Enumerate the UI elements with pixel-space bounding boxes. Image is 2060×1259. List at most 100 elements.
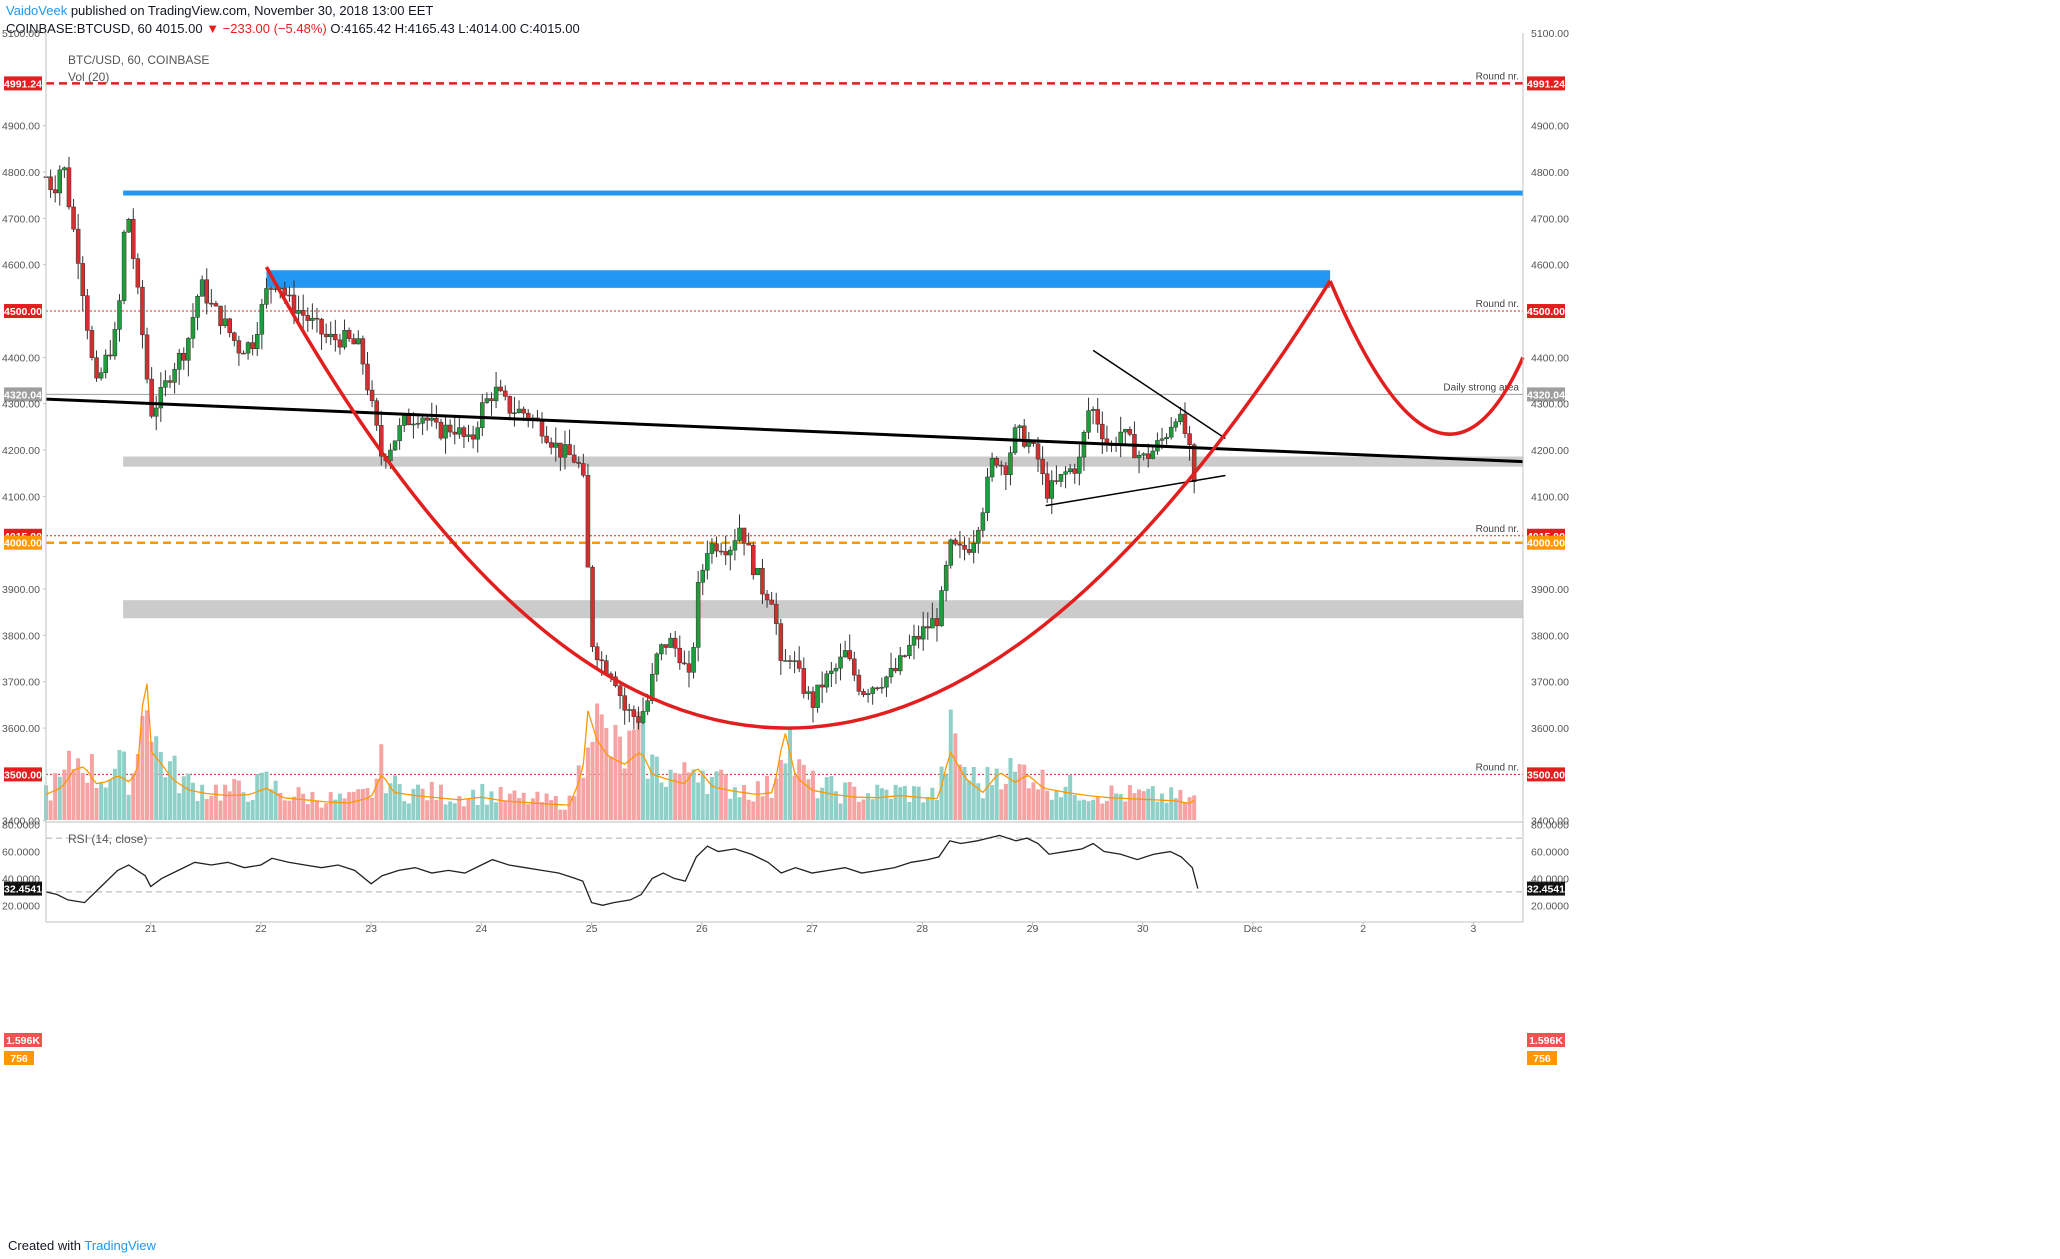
author-link[interactable]: VaidoVeek [6, 3, 68, 18]
candle-body [190, 317, 196, 339]
tradingview-logo-link[interactable]: TradingView [84, 1238, 156, 1253]
volume-avg-badge-left [4, 1051, 34, 1065]
candle-body [319, 318, 324, 335]
handle-curve [1328, 280, 1525, 436]
volume-bar [62, 769, 67, 820]
volume-bar [953, 733, 958, 820]
volume-bar [980, 798, 985, 820]
price-tick-left: 4300.00 [2, 399, 40, 411]
volume-bar [140, 715, 145, 820]
candle-body [985, 476, 990, 513]
level-badge-left-text: 4500.00 [4, 306, 42, 318]
candle-body [824, 673, 830, 688]
volume-bar [815, 798, 820, 820]
volume-bar [934, 800, 939, 820]
candle-body [746, 543, 751, 546]
volume-bar [507, 793, 512, 820]
volume-bar [213, 784, 218, 820]
volume-bar [255, 774, 260, 820]
candle-body [548, 442, 554, 448]
candle-body [819, 684, 825, 688]
volume-bar [420, 788, 425, 820]
rsi-badge-right-text: 32.4541 [1527, 884, 1565, 896]
candle-body [755, 567, 761, 576]
volume-bar [108, 779, 113, 820]
volume-bar [765, 775, 770, 820]
price-tick-right: 4900.00 [1531, 121, 1569, 133]
candle-body [57, 169, 63, 194]
volume-bar [898, 787, 903, 820]
volume-bar [737, 797, 742, 820]
price-tick-right: 5100.00 [1531, 28, 1569, 40]
volume-bar [714, 771, 719, 820]
candle-body [75, 228, 81, 264]
volume-bar [967, 780, 972, 820]
volume-bar [930, 787, 935, 820]
chart-axes: 5100.00 5100.00 4900.00 4900.00 4800.00 4800.… [2, 28, 1569, 935]
price-change: ▼ −233.00 (−5.48%) [206, 21, 327, 36]
volume-bar [925, 796, 930, 820]
volume-bar [89, 754, 94, 820]
rsi-line [45, 834, 1199, 906]
candle-body [806, 691, 811, 694]
candle-body [250, 342, 255, 349]
volume-bar [723, 774, 728, 820]
volume-bar [163, 777, 168, 820]
volume-bar [962, 767, 967, 820]
volume-bar [1118, 794, 1123, 820]
chart-drawings [45, 266, 1525, 730]
candle-body [310, 317, 315, 321]
candle-body [948, 539, 954, 566]
candle-body [636, 716, 641, 723]
volume-bar [994, 768, 999, 820]
volume-bar [847, 781, 852, 820]
volume-bar [324, 803, 329, 820]
price-tick-left: 3900.00 [2, 584, 40, 596]
candle-body [85, 295, 90, 331]
rsi-tick-left: 80.0000 [2, 820, 40, 832]
candle-body [1141, 453, 1146, 456]
volume-bar [296, 787, 301, 820]
volume-bar [227, 791, 232, 820]
candle-body [470, 434, 476, 440]
volume-bar [778, 759, 783, 820]
volume-bar [411, 788, 416, 820]
candle-body [89, 330, 95, 358]
candle-body [466, 434, 471, 437]
candle-body [186, 338, 191, 361]
candle-body [255, 334, 260, 349]
volume-bar [1063, 786, 1068, 820]
candle-body [342, 329, 347, 348]
candle-body [66, 167, 72, 208]
level-badge-right-text: 4500.00 [1527, 306, 1565, 318]
candle-body [1049, 480, 1055, 499]
time-tick-label: 2 [1360, 923, 1366, 935]
candle-body [1072, 468, 1078, 474]
candle-body [149, 378, 154, 417]
volume-bar [801, 764, 806, 820]
candle-body [760, 567, 765, 595]
candle-body [842, 650, 848, 658]
time-tick-label: 25 [586, 923, 598, 935]
candle-body [227, 318, 232, 334]
volume-bar [1008, 757, 1013, 820]
volume-bar [1040, 769, 1045, 820]
volume-bar [631, 729, 636, 820]
candle-body [245, 342, 251, 354]
candle-body [645, 700, 650, 712]
candle-body [659, 644, 664, 655]
price-tick-left: 4100.00 [2, 491, 40, 503]
chart-header: VaidoVeek published on TradingView.com, … [6, 2, 580, 38]
price-tick-right: 3600.00 [1531, 723, 1569, 735]
candle-body [167, 380, 173, 383]
candle-body [764, 593, 770, 601]
price-series [43, 156, 1197, 730]
price-tick-left: 3400.00 [2, 816, 40, 828]
volume-bar [627, 730, 632, 820]
candle-body [337, 339, 343, 348]
volume-bar [236, 780, 241, 820]
chart-title: BTC/USD, 60, COINBASE [68, 53, 209, 67]
volume-bar [664, 786, 669, 820]
candle-body [1178, 413, 1183, 422]
